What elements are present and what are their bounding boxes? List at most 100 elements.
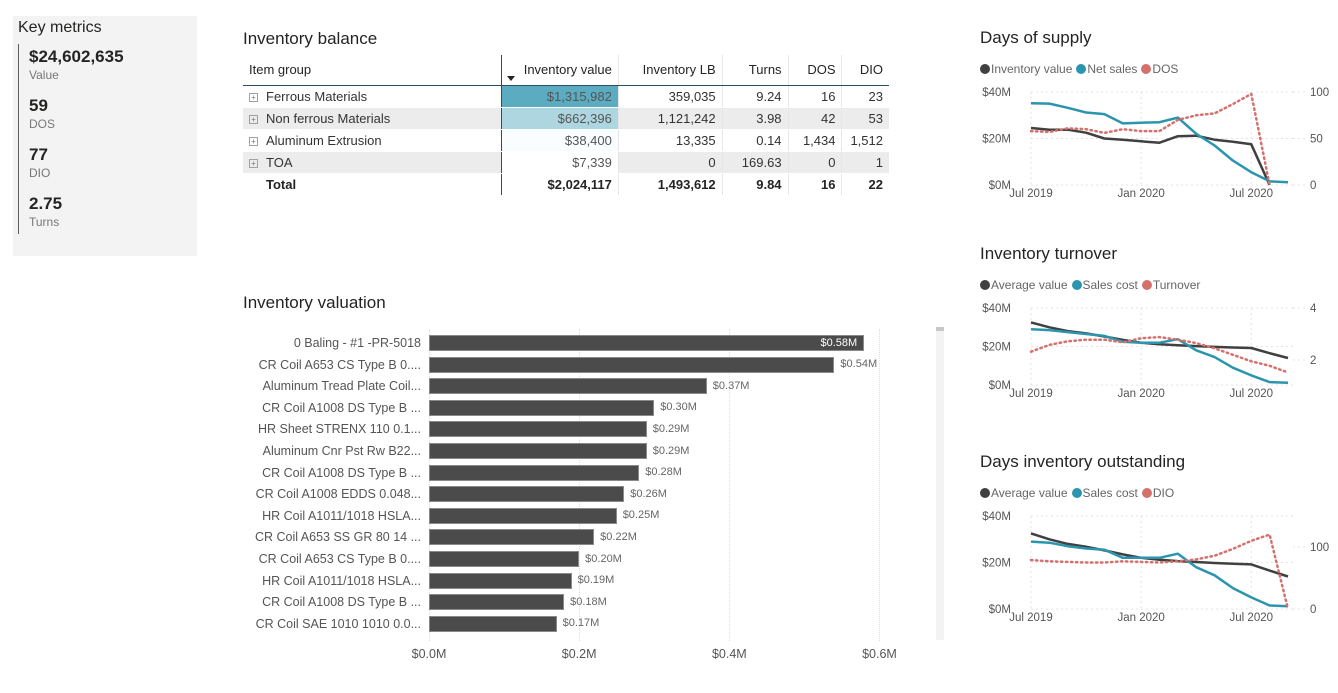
bar-category-label[interactable]: CR Coil SAE 1010 1010 0.0...	[255, 616, 421, 631]
bar[interactable]	[429, 594, 565, 611]
bar[interactable]	[429, 507, 617, 524]
item-group-label: Ferrous Materials	[266, 88, 368, 104]
table-row[interactable]: + Aluminum Extrusion $38,400 13,335 0.14 1,43…	[243, 129, 889, 152]
metric-dos: 59 DOS	[29, 96, 124, 142]
legend-label: DIO	[1152, 486, 1175, 500]
bar[interactable]	[429, 486, 625, 503]
bar-category-label[interactable]: HR Coil A1011/1018 HSLA...	[262, 573, 421, 588]
col-header-item-group[interactable]: Item group	[243, 55, 502, 86]
bar[interactable]	[429, 464, 640, 481]
legend-label: Sales cost	[1082, 278, 1138, 292]
cell-turns: 3.98	[722, 107, 789, 130]
cell-inventory-value: $662,396	[501, 107, 619, 130]
y-right-tick-label: 100	[1310, 542, 1329, 554]
series-line-net-sales[interactable]	[1030, 101, 1289, 184]
bar[interactable]	[429, 399, 655, 416]
bar-value-label: $0.19M	[577, 574, 615, 587]
bar[interactable]	[429, 572, 572, 589]
cell-dos: 1,434	[788, 129, 843, 152]
cell-item-group[interactable]: + Non ferrous Materials	[243, 107, 502, 130]
bar-category-label[interactable]: CR Coil A1008 DS Type B ...	[262, 595, 421, 610]
bar-value-label: $0.17M	[562, 617, 600, 630]
cell-item-group[interactable]: + Aluminum Extrusion	[243, 129, 502, 152]
series-line-inventory-value[interactable]	[1030, 126, 1271, 186]
x-tick-label: Jan 2020	[1117, 188, 1164, 200]
col-header-inventory-lb[interactable]: Inventory LB	[618, 55, 723, 86]
table-row[interactable]: + Ferrous Materials $1,315,982 359,035 9.24 1…	[243, 85, 889, 108]
bar[interactable]	[429, 421, 647, 438]
bar-category-label[interactable]: CR Coil A1008 DS Type B ...	[262, 465, 421, 480]
bar-value-label: $0.28M	[645, 466, 682, 479]
bar-chart-scrollbar-thumb[interactable]	[936, 327, 944, 331]
expand-icon[interactable]: +	[249, 114, 258, 124]
cell-item-group[interactable]: + TOA	[243, 151, 502, 174]
y-right-tick-label: 0	[1310, 180, 1316, 192]
cell-inventory-value: $38,400	[501, 129, 619, 152]
legend-item[interactable]: Net sales	[1076, 62, 1137, 76]
legend-label: Net sales	[1087, 62, 1138, 76]
legend-item[interactable]: Turnover	[1141, 278, 1200, 292]
series-line-turnover[interactable]	[1029, 335, 1290, 374]
bar-category-label[interactable]: CR Coil A653 CS Type B 0....	[258, 552, 421, 566]
y-left-tick-label: $0M	[989, 604, 1011, 616]
bar-category-label[interactable]: Aluminum Cnr Pst Rw B22...	[262, 444, 421, 458]
cell-inventory-lb: 13,335	[618, 129, 723, 152]
bar[interactable]	[429, 335, 865, 351]
bar-category-label[interactable]: HR Coil A1011/1018 HSLA...	[262, 508, 421, 523]
legend-label: DOS	[1152, 62, 1179, 76]
table-row[interactable]: + TOA $7,339 0 169.63 0 1	[243, 151, 889, 174]
col-header-turns[interactable]: Turns	[722, 55, 789, 86]
bar-category-label[interactable]: Aluminum Tread Plate Coil...	[262, 379, 421, 394]
expand-icon[interactable]: +	[249, 158, 258, 168]
bar-category-label[interactable]: CR Coil A653 CS Type B 0....	[258, 357, 421, 372]
bar-category-label[interactable]: CR Coil A1008 DS Type B ...	[262, 400, 421, 415]
series-line-dio[interactable]	[1029, 533, 1290, 611]
legend-item[interactable]: Sales cost	[1071, 486, 1138, 500]
table-row[interactable]: + Non ferrous Materials $662,396 1,121,242 3…	[243, 107, 889, 130]
legend-item[interactable]: DOS	[1141, 62, 1178, 76]
item-group-label: TOA	[266, 154, 293, 170]
legend-item[interactable]: Sales cost	[1071, 278, 1138, 292]
col-header-dos[interactable]: DOS	[788, 55, 843, 86]
legend-item[interactable]: DIO	[1141, 486, 1175, 500]
col-header-dio[interactable]: DIO	[841, 55, 889, 86]
bar-category-label[interactable]: 0 Baling - #1 -PR-5018	[293, 336, 421, 350]
cell-item-group[interactable]: + Ferrous Materials	[243, 85, 502, 108]
series-line-dos[interactable]	[1029, 92, 1271, 187]
bar[interactable]	[429, 378, 707, 395]
cell-turns: 0.14	[722, 129, 789, 152]
expand-icon[interactable]: +	[249, 136, 258, 146]
cell-dio: 53	[841, 107, 889, 130]
legend-item[interactable]: Inventory value	[980, 62, 1072, 76]
bar-category-label[interactable]: CR Coil A653 SS GR 80 14 ...	[254, 530, 421, 545]
y-left-tick-label: $20M	[982, 558, 1011, 570]
bar[interactable]	[429, 443, 647, 459]
bar-chart-scrollbar-track[interactable]	[936, 327, 944, 640]
metric-value-number: $24,602,635	[29, 47, 124, 66]
bar[interactable]	[429, 615, 557, 632]
y-right-tick-label: 100	[1310, 87, 1329, 99]
series-line-average-value[interactable]	[1030, 532, 1289, 578]
cell-inventory-value: $1,315,982	[501, 85, 619, 108]
bar-value-label: $0.29M	[652, 422, 690, 435]
legend-dot-icon	[1071, 280, 1082, 290]
legend-item[interactable]: Average value	[980, 278, 1068, 292]
bar[interactable]	[429, 356, 835, 373]
col-header-inventory-value[interactable]: Inventory value	[501, 55, 619, 86]
inventory-valuation-bar-chart: $0.0M $0.2M $0.4M $0.6M 0 Baling - #1 -PR-50…	[243, 325, 933, 665]
expand-icon[interactable]: +	[249, 92, 258, 102]
x-tick-label: Jan 2020	[1117, 388, 1164, 400]
line-chart-plot: $0M $20M $40M 0 100 Jul 2019 Jan 2020 Jul 2020	[982, 511, 1329, 624]
legend-item[interactable]: Average value	[980, 486, 1068, 500]
bar[interactable]	[429, 529, 595, 546]
total-dos: 16	[788, 173, 843, 196]
bar-category-label[interactable]: CR Coil A1008 EDDS 0.048...	[255, 487, 421, 502]
series-line-sales-cost[interactable]	[1030, 327, 1289, 384]
line-chart-plot: $0M $20M $40M 0 50 100 Jul 2019 Jan 2020 Jul 202…	[982, 87, 1329, 200]
bar-value-label: $0.37M	[712, 379, 750, 392]
bar-category-label[interactable]: HR Sheet STRENX 110 0.1...	[257, 422, 421, 437]
bar[interactable]	[429, 551, 580, 567]
series-line-sales-cost[interactable]	[1030, 540, 1289, 608]
x-tick-label: Jul 2020	[1230, 388, 1273, 400]
sort-descending-icon[interactable]	[507, 75, 516, 81]
